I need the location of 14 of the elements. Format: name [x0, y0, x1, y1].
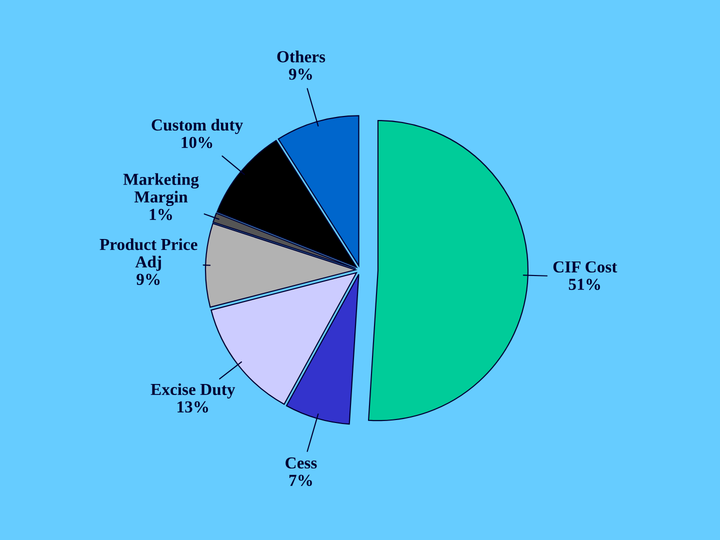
slice-label: CIF Cost — [553, 261, 618, 273]
data-label: 51% — [568, 278, 600, 290]
data-label: 1% — [150, 208, 172, 220]
slice-label: Marketing Margin — [123, 173, 199, 206]
slice-label: Excise Duty — [150, 383, 236, 398]
data-label: 13% — [178, 401, 208, 413]
slice-label: Cess — [286, 457, 317, 469]
data-label: 9% — [288, 68, 312, 80]
slice-label: Product Price Adj — [100, 238, 198, 271]
data-label: 10% — [182, 136, 212, 148]
data-label: 7% — [289, 474, 312, 486]
slice-label: Others — [277, 50, 326, 62]
data-label: 9% — [136, 274, 160, 286]
slice-label: Custom duty — [152, 118, 243, 134]
